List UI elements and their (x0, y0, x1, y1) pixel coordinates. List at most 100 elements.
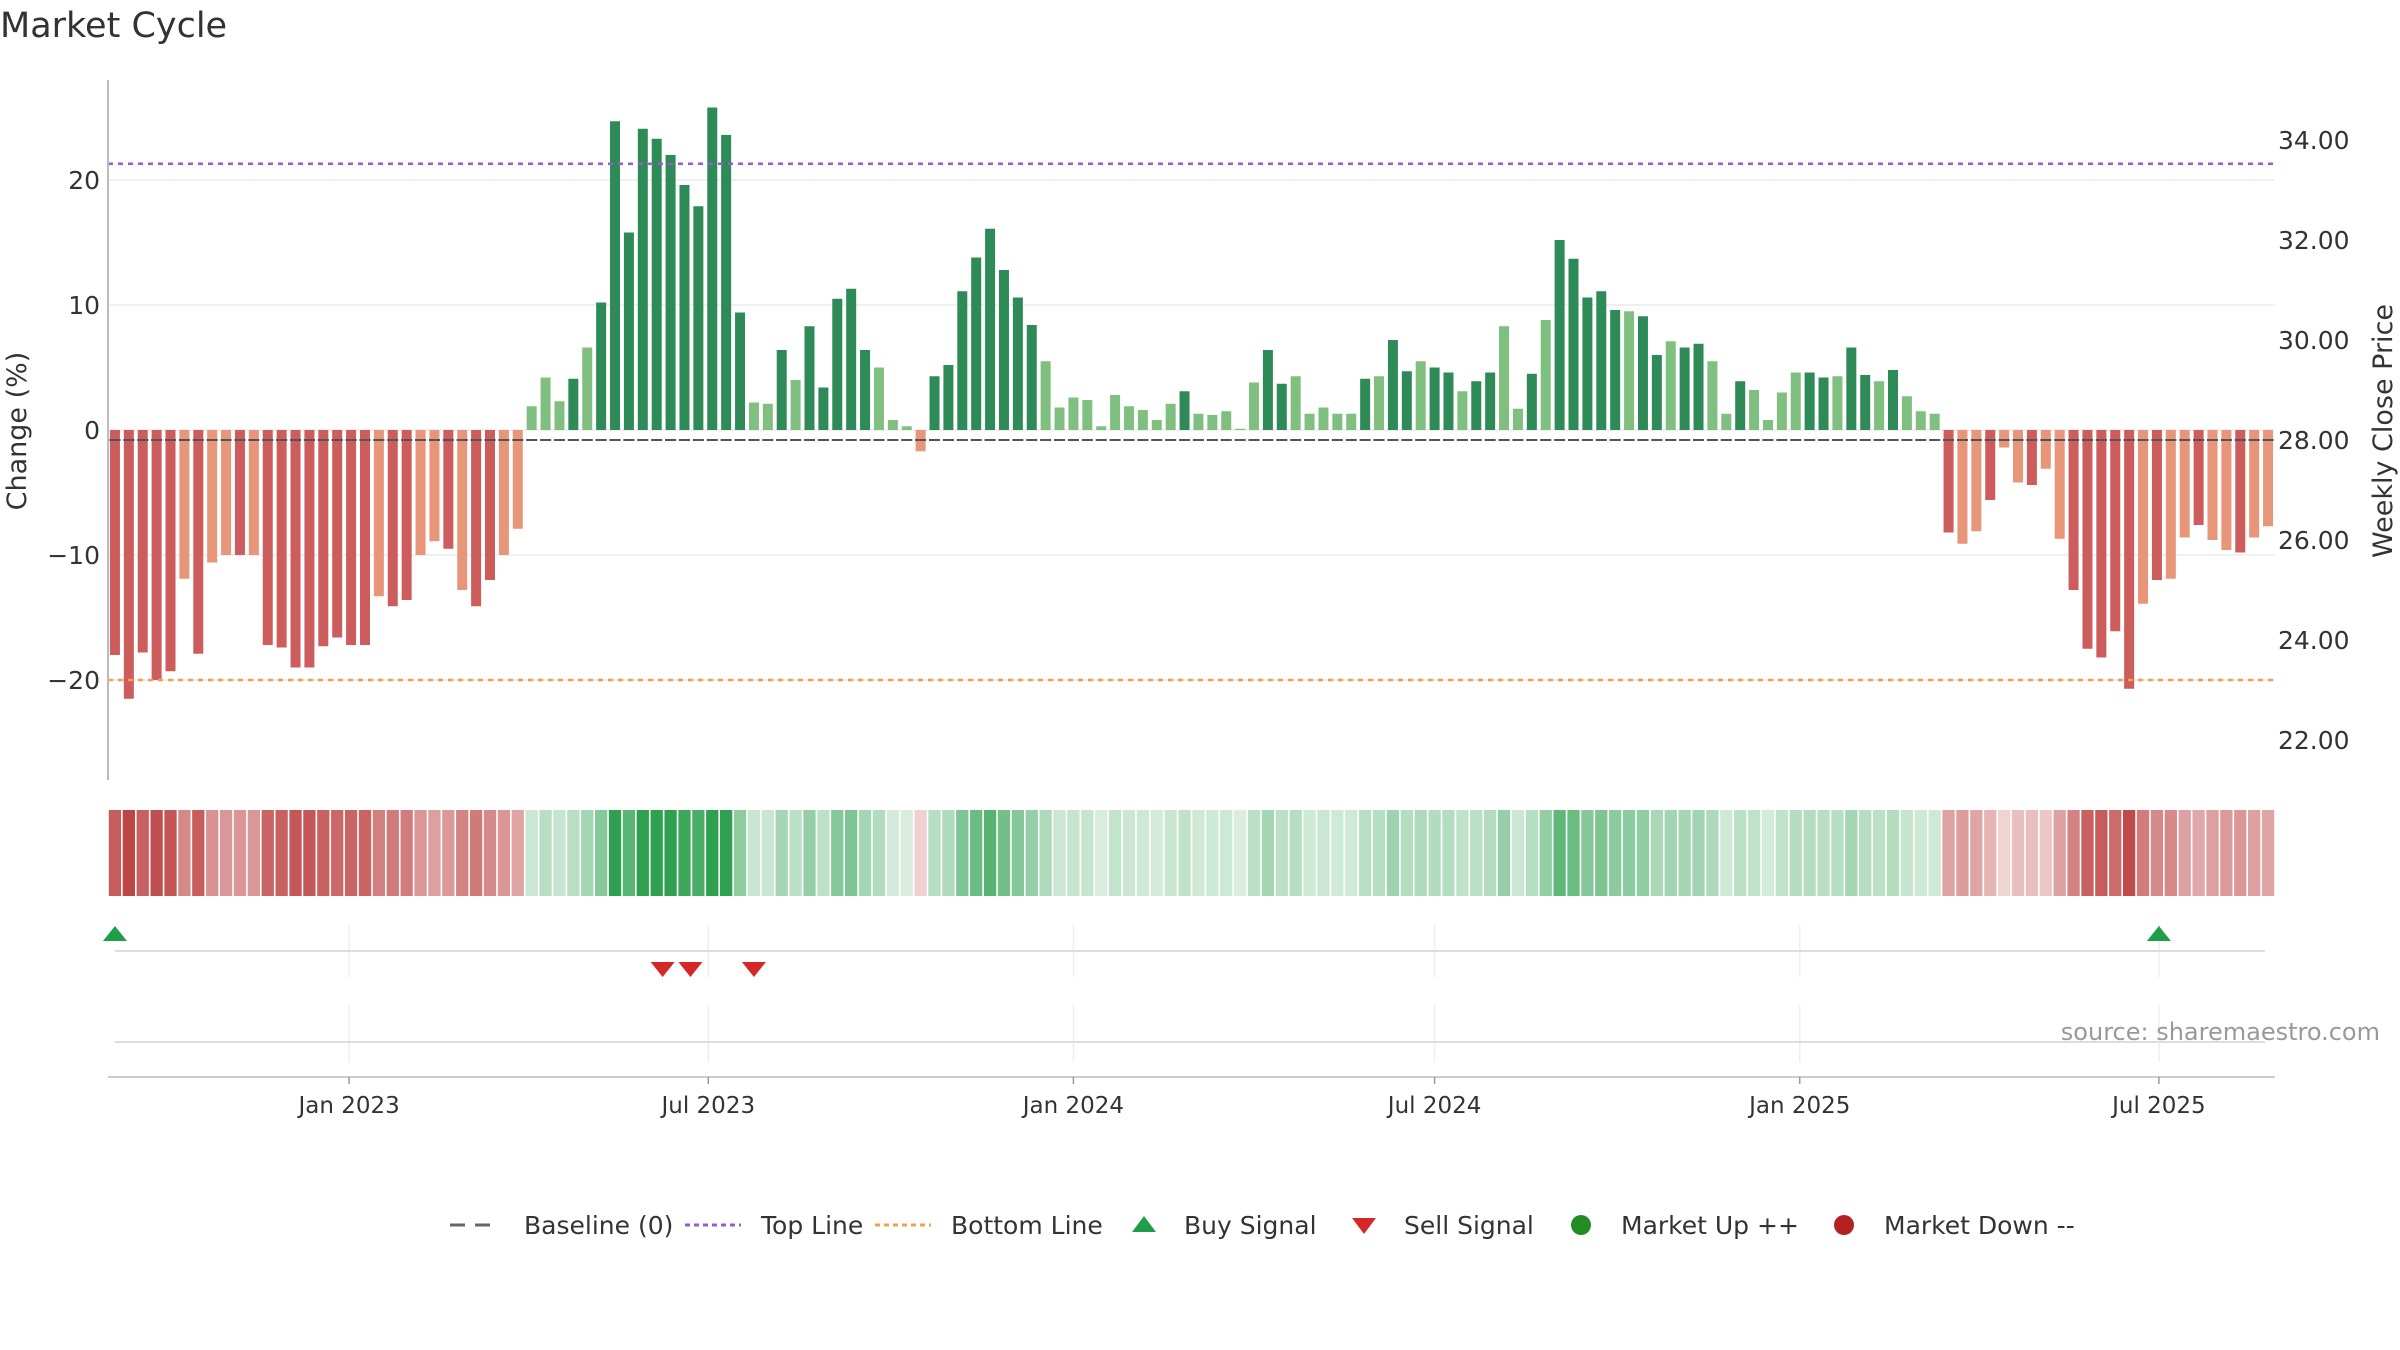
market-state-cell (900, 810, 913, 896)
market-state-cell (289, 810, 302, 896)
change-bar (151, 430, 162, 680)
change-bar (1165, 403, 1176, 430)
change-bar (707, 107, 718, 430)
market-state-cell (1053, 810, 1066, 896)
market-state-cell (1928, 810, 1941, 896)
market-state-cell (1178, 810, 1191, 896)
change-bar (1123, 406, 1134, 430)
market-state-cell (858, 810, 872, 896)
change-bar (596, 302, 607, 430)
market-state-cell (1233, 810, 1247, 896)
market-state-cell (1567, 810, 1580, 896)
market-state-cell (914, 810, 927, 896)
market-state-cell (178, 810, 191, 896)
change-bar (2263, 430, 2274, 527)
change-bar (2207, 430, 2218, 540)
change-bar (234, 430, 245, 555)
change-bar (1846, 347, 1857, 430)
change-bar (276, 430, 287, 648)
x-tick-label: Jan 2025 (1747, 1093, 1850, 1119)
change-bar (1207, 415, 1218, 430)
market-state-cell (733, 810, 747, 896)
change-bar (804, 326, 815, 430)
legend: Baseline (0) Top Line Bottom Line Buy Signa… (450, 1211, 2075, 1240)
sell-signal-marker (678, 962, 703, 977)
market-state-cell (386, 810, 399, 896)
legend-item: Sell Signal (1352, 1211, 1534, 1240)
market-state-cell (122, 810, 135, 896)
source-note: source: sharemaestro.com (2061, 1018, 2380, 1046)
change-bar (873, 367, 884, 430)
market-state-cell (747, 810, 761, 896)
market-state-cell (1664, 810, 1677, 896)
market-state-cell (803, 810, 816, 896)
change-bar (1860, 375, 1871, 430)
market-state-cell (2109, 810, 2122, 896)
change-bar (1624, 311, 1635, 430)
change-bar (1804, 372, 1815, 430)
change-bar (415, 430, 426, 555)
change-bar (1526, 373, 1537, 430)
market-state-cell (2067, 810, 2080, 896)
change-bar (443, 430, 454, 549)
market-state-cell (317, 810, 330, 896)
change-bar (735, 312, 746, 430)
change-bar (2110, 430, 2121, 632)
y2-tick-label: 30.00 (2278, 326, 2350, 355)
market-state-cell (344, 810, 358, 896)
market-state-cell (1039, 810, 1052, 896)
market-state-cell (761, 810, 774, 896)
change-bar (1429, 367, 1440, 430)
change-bar (1665, 341, 1676, 430)
market-state-cell (970, 810, 983, 896)
change-bar (2040, 430, 2051, 469)
market-state-cell (1761, 810, 1775, 896)
change-bar (971, 257, 982, 430)
change-bar (498, 430, 509, 555)
change-bar (1832, 376, 1843, 430)
change-bar (637, 128, 648, 430)
y-axis-label: Change (%) (2, 352, 33, 511)
market-state-cell (2081, 810, 2094, 896)
change-bar (2013, 430, 2024, 483)
change-bar (429, 430, 440, 542)
legend-buy-swatch (1132, 1216, 1156, 1232)
change-bar (2026, 430, 2037, 485)
market-state-cell (1831, 810, 1844, 896)
change-bar (526, 406, 537, 430)
market-state-cell (1289, 810, 1302, 896)
market-state-cell (1206, 810, 1219, 896)
market-state-cell (1164, 810, 1177, 896)
change-bar (957, 291, 968, 430)
change-bar (818, 387, 829, 430)
change-bar (2054, 430, 2065, 539)
change-bar (318, 430, 329, 647)
chart-title: Market Cycle (0, 6, 227, 46)
y2-tick-label: 28.00 (2278, 426, 2350, 455)
market-state-cell (983, 810, 997, 896)
market-state-cell (1747, 810, 1761, 896)
market-state-cell (1220, 810, 1233, 896)
market-state-cell (1539, 810, 1552, 896)
market-state-cell (1775, 810, 1789, 896)
change-bar (1957, 430, 1968, 544)
market-state-cell (1247, 810, 1261, 896)
market-state-cell (1386, 810, 1400, 896)
market-state-cell (1525, 810, 1538, 896)
change-bar (1985, 430, 1996, 500)
market-state-cell (539, 810, 552, 896)
change-bar (1637, 316, 1648, 430)
market-state-cell (608, 810, 622, 896)
market-state-cell (1275, 810, 1288, 896)
change-bar (679, 185, 690, 430)
sell-signal-marker (741, 962, 766, 977)
change-bar (471, 430, 482, 607)
change-bar (1415, 361, 1426, 430)
change-bar (2221, 430, 2232, 550)
sell-signal-marker (650, 962, 675, 977)
change-bar (1693, 343, 1704, 430)
change-bar (1735, 381, 1746, 430)
market-state-cell (497, 810, 511, 896)
change-bar (248, 430, 259, 555)
market-state-cell (2095, 810, 2108, 896)
